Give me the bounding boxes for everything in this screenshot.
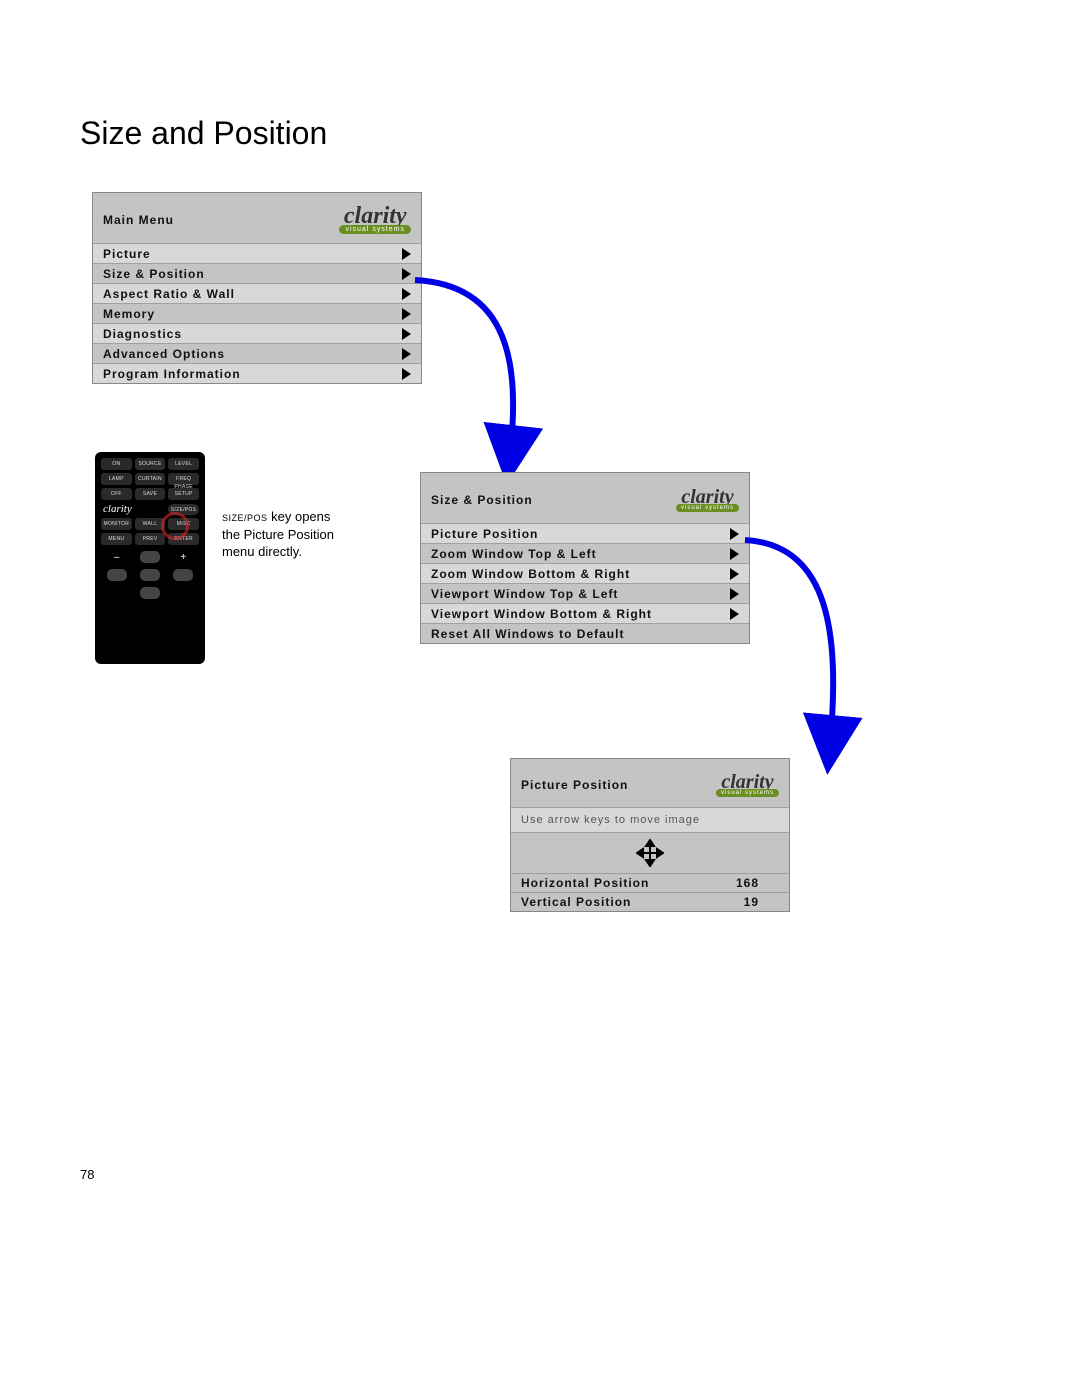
menu-item-label: Aspect Ratio & Wall (103, 287, 235, 301)
horizontal-position-value: 168 (736, 876, 759, 890)
page-title: Size and Position (80, 115, 327, 152)
size-position-item[interactable]: Viewport Window Bottom & Right (421, 603, 749, 623)
submenu-arrow-icon (402, 288, 411, 300)
clarity-logo: clarity visual systems (676, 488, 739, 512)
size-position-header: Size & Position clarity visual systems (421, 473, 749, 523)
remote-button[interactable]: LAMP (101, 473, 132, 485)
size-position-item[interactable]: Picture Position (421, 523, 749, 543)
picture-position-instruction: Use arrow keys to move image (511, 807, 789, 832)
vertical-position-label: Vertical Position (521, 895, 631, 909)
main-menu-item[interactable]: Picture (93, 243, 421, 263)
clarity-logo: clarity visual systems (716, 773, 779, 797)
menu-item-label: Memory (103, 307, 155, 321)
remote-button[interactable]: WALL (135, 518, 166, 530)
submenu-arrow-icon (402, 308, 411, 320)
submenu-arrow-icon (402, 268, 411, 280)
remote-button[interactable]: ENTER (168, 533, 199, 545)
remote-brand: clarity (101, 503, 165, 515)
main-menu-title: Main Menu (103, 213, 174, 227)
main-menu-item[interactable]: Size & Position (93, 263, 421, 283)
submenu-arrow-icon (730, 528, 739, 540)
move-arrows-icon (636, 839, 664, 867)
size-position-item[interactable]: Reset All Windows to Default (421, 623, 749, 643)
main-menu-item[interactable]: Aspect Ratio & Wall (93, 283, 421, 303)
page-number: 78 (80, 1167, 94, 1182)
remote-button[interactable]: MISC (168, 518, 199, 530)
remote-button[interactable]: LEVEL (168, 458, 199, 470)
size-position-title: Size & Position (431, 493, 533, 507)
submenu-arrow-icon (402, 248, 411, 260)
submenu-arrow-icon (402, 348, 411, 360)
menu-item-label: Picture Position (431, 527, 538, 541)
size-position-item[interactable]: Viewport Window Top & Left (421, 583, 749, 603)
menu-item-label: Size & Position (103, 267, 205, 281)
main-menu-header: Main Menu clarity visual systems (93, 193, 421, 243)
submenu-arrow-icon (730, 568, 739, 580)
menu-item-label: Advanced Options (103, 347, 225, 361)
picture-position-header: Picture Position clarity visual systems (511, 759, 789, 807)
remote-button[interactable]: OFF (101, 488, 132, 500)
vertical-position-value: 19 (744, 895, 759, 909)
remote-sizepos-button[interactable]: SIZE/POS (168, 504, 199, 515)
horizontal-position-row[interactable]: Horizontal Position 168 (511, 873, 789, 892)
picture-position-panel: Picture Position clarity visual systems … (510, 758, 790, 912)
remote-button[interactable]: SAVE (135, 488, 166, 500)
remote-dpad[interactable]: –+ (101, 549, 199, 601)
remote-button[interactable]: MENU (101, 533, 132, 545)
menu-item-label: Reset All Windows to Default (431, 627, 624, 641)
menu-item-label: Zoom Window Bottom & Right (431, 567, 630, 581)
size-position-item[interactable]: Zoom Window Top & Left (421, 543, 749, 563)
remote-button[interactable]: ON (101, 458, 132, 470)
menu-item-label: Diagnostics (103, 327, 182, 341)
menu-item-label: Viewport Window Bottom & Right (431, 607, 652, 621)
picture-position-title: Picture Position (521, 778, 628, 792)
menu-item-label: Viewport Window Top & Left (431, 587, 618, 601)
submenu-arrow-icon (730, 548, 739, 560)
main-menu-item[interactable]: Diagnostics (93, 323, 421, 343)
main-menu-item[interactable]: Advanced Options (93, 343, 421, 363)
remote-caption: SIZE/POS key opens the Picture Position … (222, 508, 352, 561)
submenu-arrow-icon (730, 608, 739, 620)
main-menu-item[interactable]: Memory (93, 303, 421, 323)
remote-control: ONSOURCELEVEL LAMPCURTAINFREQ PHASE OFFS… (95, 452, 205, 664)
flow-arrow-2 (740, 535, 880, 760)
submenu-arrow-icon (730, 588, 739, 600)
menu-item-label: Zoom Window Top & Left (431, 547, 597, 561)
main-menu-item[interactable]: Program Information (93, 363, 421, 383)
submenu-arrow-icon (402, 368, 411, 380)
vertical-position-row[interactable]: Vertical Position 19 (511, 892, 789, 911)
remote-button[interactable]: CURTAIN (135, 473, 166, 485)
move-icon-row (511, 832, 789, 873)
horizontal-position-label: Horizontal Position (521, 876, 649, 890)
menu-item-label: Program Information (103, 367, 241, 381)
menu-item-label: Picture (103, 247, 151, 261)
remote-button[interactable]: FREQ PHASE (168, 473, 199, 485)
remote-button[interactable]: MONITOR (101, 518, 132, 530)
size-position-panel: Size & Position clarity visual systems P… (420, 472, 750, 644)
remote-button[interactable]: SETUP (168, 488, 199, 500)
clarity-logo: clarity visual systems (339, 206, 411, 235)
remote-button[interactable]: SOURCE (135, 458, 166, 470)
flow-arrow-1 (410, 275, 570, 475)
main-menu-panel: Main Menu clarity visual systems Picture… (92, 192, 422, 384)
remote-button[interactable]: PREV (135, 533, 166, 545)
size-position-item[interactable]: Zoom Window Bottom & Right (421, 563, 749, 583)
submenu-arrow-icon (402, 328, 411, 340)
